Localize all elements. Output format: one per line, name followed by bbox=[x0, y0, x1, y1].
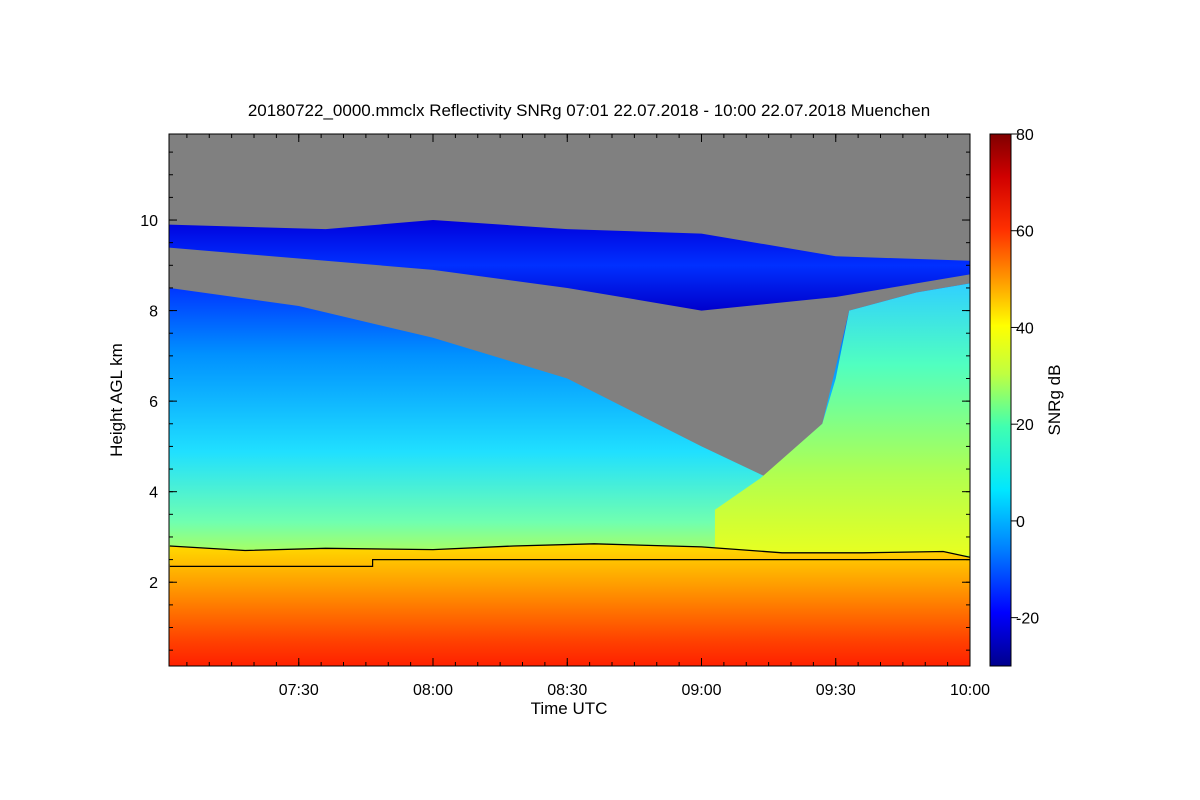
colorbar-title: SNRg dB bbox=[1045, 365, 1064, 436]
x-tick-label: 10:00 bbox=[950, 682, 990, 699]
y-tick-label: 6 bbox=[149, 394, 158, 411]
y-tick-label: 8 bbox=[149, 304, 158, 321]
chart-title: 20180722_0000.mmclx Reflectivity SNRg 07… bbox=[248, 101, 930, 120]
x-axis-title: Time UTC bbox=[531, 699, 608, 718]
colorbar: -20 0 20 40 60 80 SNRg dB bbox=[990, 127, 1064, 666]
x-tick-label: 09:00 bbox=[681, 682, 721, 699]
colorbar-ticks: -20 0 20 40 60 80 bbox=[1011, 127, 1039, 628]
x-tick-label: 07:30 bbox=[279, 682, 319, 699]
colorbar-tick-label: 40 bbox=[1016, 320, 1034, 337]
colorbar-tick-label: 80 bbox=[1016, 127, 1034, 144]
x-tick-label: 09:30 bbox=[816, 682, 856, 699]
plot-area bbox=[165, 134, 970, 666]
x-tick-label: 08:00 bbox=[413, 682, 453, 699]
y-tick-label: 4 bbox=[149, 485, 158, 502]
y-tick-label: 10 bbox=[140, 213, 158, 230]
x-tick-label: 08:30 bbox=[547, 682, 587, 699]
colorbar-tick-label: 20 bbox=[1016, 417, 1034, 434]
colorbar-tick-label: -20 bbox=[1016, 611, 1039, 628]
rain-region bbox=[169, 544, 970, 666]
colorbar-gradient bbox=[990, 134, 1011, 666]
colorbar-tick-label: 0 bbox=[1016, 514, 1025, 531]
colorbar-tick-label: 60 bbox=[1016, 224, 1034, 241]
y-tick-label: 2 bbox=[149, 575, 158, 592]
y-axis-title: Height AGL km bbox=[107, 343, 126, 457]
